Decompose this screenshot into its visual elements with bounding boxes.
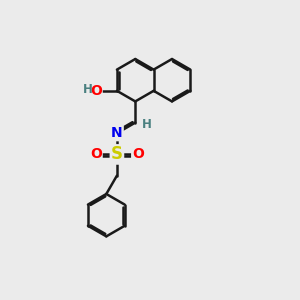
Text: N: N xyxy=(111,126,123,140)
Text: O: O xyxy=(132,147,144,161)
Text: S: S xyxy=(111,146,123,164)
Text: H: H xyxy=(82,83,92,96)
Text: O: O xyxy=(90,147,102,161)
Text: O: O xyxy=(90,84,102,98)
Text: H: H xyxy=(142,118,152,130)
